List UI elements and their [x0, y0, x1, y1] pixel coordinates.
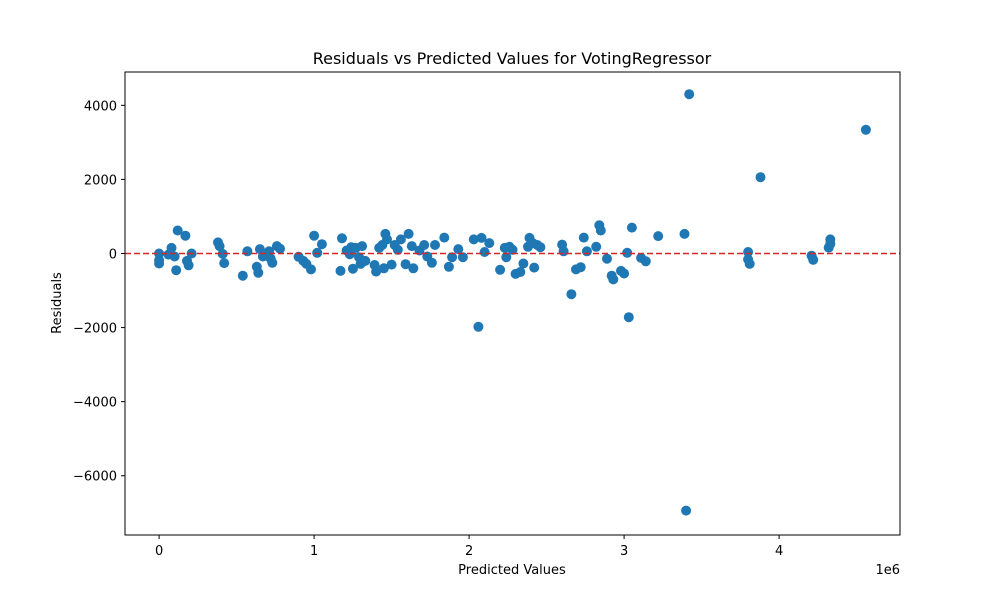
- x-axis-offset-label: 1e6: [875, 563, 900, 578]
- data-point: [360, 255, 371, 266]
- data-point: [154, 258, 165, 269]
- data-point: [744, 258, 755, 269]
- data-point: [529, 262, 540, 273]
- data-point: [183, 260, 194, 271]
- data-point: [439, 232, 450, 243]
- data-point: [426, 257, 437, 268]
- data-point: [679, 228, 690, 239]
- data-point: [267, 257, 278, 268]
- plot-area: [125, 89, 900, 516]
- x-axis-label: Predicted Values: [458, 563, 566, 578]
- data-point: [166, 242, 177, 253]
- x-tick-label: 0: [155, 544, 163, 559]
- y-tick-label: −6000: [73, 470, 117, 485]
- y-tick-label: −2000: [73, 322, 117, 337]
- data-point: [457, 252, 468, 263]
- plot-frame: [124, 71, 901, 536]
- data-point: [535, 242, 546, 253]
- data-point: [316, 239, 327, 250]
- data-point: [743, 247, 754, 257]
- data-point: [578, 232, 589, 243]
- data-point: [242, 246, 253, 257]
- data-point: [566, 289, 577, 300]
- data-point: [172, 225, 183, 236]
- data-point: [408, 263, 419, 274]
- data-point: [214, 241, 225, 252]
- data-point: [357, 241, 368, 252]
- data-point: [275, 243, 285, 254]
- x-tick-label: 3: [620, 544, 628, 559]
- data-point: [430, 240, 440, 250]
- data-point: [476, 232, 487, 243]
- data-point: [681, 505, 692, 516]
- data-point: [495, 264, 506, 275]
- data-point: [518, 258, 529, 269]
- y-tick-label: 2000: [84, 173, 117, 188]
- data-point: [501, 252, 512, 263]
- data-point: [473, 321, 484, 332]
- data-point: [507, 244, 518, 255]
- data-point: [484, 238, 495, 249]
- data-point: [622, 247, 633, 258]
- data-point: [395, 234, 406, 245]
- data-point: [237, 270, 248, 281]
- data-point: [382, 234, 392, 245]
- data-point: [640, 256, 651, 267]
- data-point: [626, 222, 637, 233]
- data-point: [335, 265, 346, 276]
- data-point: [808, 254, 819, 265]
- data-point: [378, 263, 389, 274]
- data-point: [755, 172, 766, 183]
- chart-title: Residuals vs Predicted Values for Voting…: [313, 49, 712, 68]
- data-point: [419, 240, 430, 250]
- data-point: [684, 89, 695, 100]
- data-point: [443, 261, 454, 272]
- data-point: [347, 263, 358, 274]
- data-point: [581, 246, 592, 257]
- data-point: [219, 258, 230, 269]
- data-point: [653, 231, 664, 242]
- data-point: [860, 124, 871, 135]
- data-point: [217, 248, 228, 259]
- y-tick-label: 4000: [84, 99, 117, 114]
- data-point: [447, 252, 458, 263]
- data-point: [400, 259, 411, 270]
- data-point: [479, 247, 490, 257]
- y-axis-label: Residuals: [50, 272, 65, 334]
- data-point: [602, 253, 612, 264]
- data-point: [453, 244, 464, 255]
- data-point: [386, 259, 397, 270]
- data-point: [180, 230, 191, 241]
- x-tick-label: 4: [775, 544, 783, 559]
- data-point: [371, 266, 382, 277]
- data-point: [558, 246, 569, 257]
- data-point: [591, 241, 602, 252]
- data-point: [608, 274, 619, 285]
- data-point: [825, 238, 836, 249]
- data-point: [403, 228, 414, 239]
- data-point: [392, 244, 403, 255]
- data-point: [575, 262, 586, 273]
- data-point: [406, 241, 417, 252]
- data-point: [253, 267, 264, 278]
- data-point: [337, 233, 347, 244]
- data-point: [595, 225, 606, 236]
- x-tick-label: 1: [310, 544, 318, 559]
- data-point: [306, 264, 316, 275]
- data-point: [171, 265, 182, 276]
- data-point: [468, 234, 479, 245]
- data-point: [515, 267, 526, 277]
- y-tick-label: 0: [109, 247, 117, 262]
- data-point: [619, 268, 630, 279]
- x-tick-label: 2: [465, 544, 473, 559]
- y-tick-label: −4000: [73, 396, 117, 411]
- data-point: [623, 312, 634, 323]
- data-point: [309, 230, 320, 241]
